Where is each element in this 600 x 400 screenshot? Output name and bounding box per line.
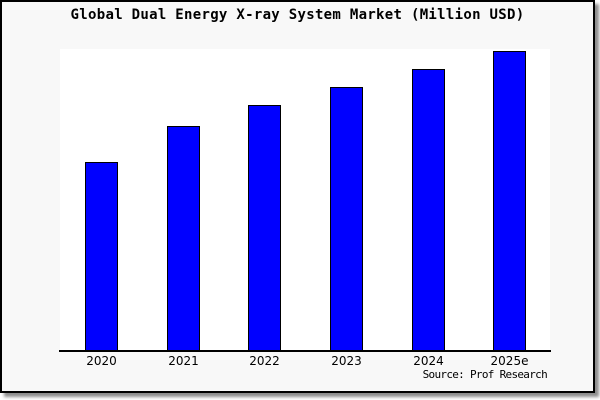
bar-2025e: [493, 51, 526, 351]
bar-2024: [412, 69, 445, 351]
x-tick-label-2023: 2023: [331, 354, 362, 368]
bar-2023: [330, 87, 363, 351]
x-tick-label-2020: 2020: [86, 354, 117, 368]
chart-title: Global Dual Energy X-ray System Market (…: [70, 7, 525, 23]
x-axis-line: [59, 350, 551, 352]
source-note: Source: Prof Research: [422, 368, 548, 381]
bar-2022: [248, 105, 281, 351]
bar-2021: [167, 126, 200, 351]
bar-2020: [85, 162, 118, 351]
chart-frame: Global Dual Energy X-ray System Market (…: [0, 0, 595, 393]
x-tick-label-2022: 2022: [249, 354, 280, 368]
x-tick-label-2025e: 2025e: [490, 354, 529, 368]
x-tick-label-2021: 2021: [168, 354, 199, 368]
x-tick-label-2024: 2024: [413, 354, 444, 368]
plot-area: [60, 49, 550, 351]
x-axis-tick-labels: 2020 2021 2022 2023 2024 2025e: [60, 354, 550, 370]
